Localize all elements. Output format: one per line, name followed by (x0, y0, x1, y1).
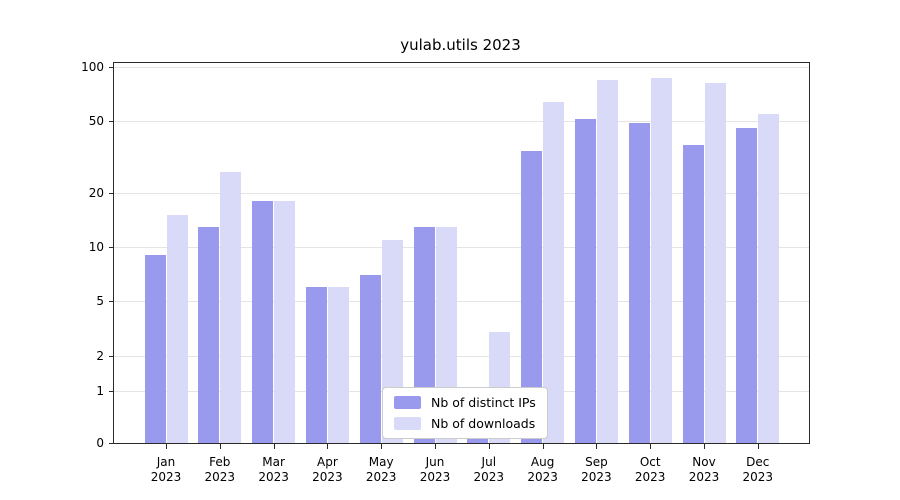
y-tick-label: 2 (96, 349, 104, 363)
y-tick-mark (109, 121, 114, 122)
bar-distinct-ips-sep (574, 119, 596, 443)
x-tick-mark (488, 444, 490, 449)
bar-distinct-ips-feb (198, 226, 220, 443)
legend-item-downloads: Nb of downloads (394, 416, 536, 431)
x-tick-mark (219, 444, 221, 449)
chart-title: yulab.utils 2023 (400, 36, 521, 54)
x-tick-mark (542, 444, 544, 449)
gridline (114, 67, 809, 68)
bar-downloads-jan (166, 215, 188, 443)
x-tick-mark (650, 444, 652, 449)
x-tick-label: Jan 2023 (150, 455, 182, 484)
y-tick-mark (109, 356, 114, 357)
bar-distinct-ips-aug (521, 151, 543, 443)
x-tick-mark (327, 444, 329, 449)
bar-distinct-ips-dec (736, 127, 758, 443)
x-tick-mark (704, 444, 705, 449)
bar-downloads-aug (543, 101, 565, 443)
legend-swatch-distinct-ips (394, 396, 421, 409)
gridline (114, 301, 809, 302)
y-tick-label: 50 (88, 114, 104, 128)
gridline (114, 247, 809, 248)
x-tick-mark (757, 444, 759, 449)
bar-distinct-ips-oct (628, 122, 650, 443)
x-tick-label: Oct 2023 (634, 455, 666, 484)
legend-label-distinct-ips: Nb of distinct IPs (431, 395, 536, 410)
y-tick-label: 10 (88, 240, 104, 254)
y-tick-label: 5 (96, 294, 104, 308)
x-tick-label: Jul 2023 (473, 455, 505, 484)
y-tick-label: 20 (88, 186, 104, 200)
x-tick-label: Aug 2023 (527, 455, 558, 484)
y-tick-mark (109, 443, 114, 444)
x-tick-label: Dec 2023 (742, 455, 774, 484)
bar-distinct-ips-may (359, 274, 381, 443)
bar-downloads-nov (704, 83, 726, 443)
legend-label-downloads: Nb of downloads (431, 416, 536, 431)
x-tick-label: Mar 2023 (258, 455, 289, 484)
x-tick-mark (381, 444, 383, 449)
legend: Nb of distinct IPs Nb of downloads (382, 387, 548, 439)
y-tick-label: 1 (96, 384, 104, 398)
bar-distinct-ips-nov (682, 144, 704, 443)
y-tick-label: 0 (96, 436, 104, 450)
x-tick-label: Nov 2023 (688, 455, 720, 484)
x-tick-label: Sep 2023 (581, 455, 612, 484)
gridline (114, 193, 809, 194)
y-tick-label: 100 (81, 60, 104, 74)
gridline (114, 121, 809, 122)
x-tick-label: Jun 2023 (419, 455, 451, 484)
bar-downloads-apr (327, 286, 349, 443)
x-tick-mark (273, 444, 275, 449)
y-tick-mark (109, 193, 114, 194)
x-tick-label: May 2023 (365, 455, 397, 484)
bar-downloads-feb (220, 172, 242, 443)
y-tick-mark (109, 301, 114, 302)
y-tick-mark (109, 391, 114, 392)
bar-downloads-mar (274, 201, 296, 443)
x-tick-label: Apr 2023 (312, 455, 343, 484)
gridline (114, 356, 809, 357)
x-tick-label: Feb 2023 (204, 455, 236, 484)
bar-distinct-ips-mar (252, 201, 274, 443)
legend-item-distinct-ips: Nb of distinct IPs (394, 395, 536, 410)
bar-distinct-ips-jan (144, 255, 166, 443)
plot-area: Nb of distinct IPs Nb of downloads 0 1 2 5 1… (81, 60, 810, 484)
bar-distinct-ips-apr (305, 286, 327, 443)
bar-downloads-sep (596, 79, 618, 443)
y-tick-mark (109, 67, 114, 68)
bar-downloads-dec (758, 113, 780, 443)
legend-swatch-downloads (394, 417, 421, 430)
bar-downloads-oct (650, 77, 672, 443)
x-tick-mark (596, 444, 598, 449)
x-tick-mark (435, 444, 436, 449)
x-tick-mark (166, 444, 167, 449)
y-tick-mark (109, 247, 114, 248)
